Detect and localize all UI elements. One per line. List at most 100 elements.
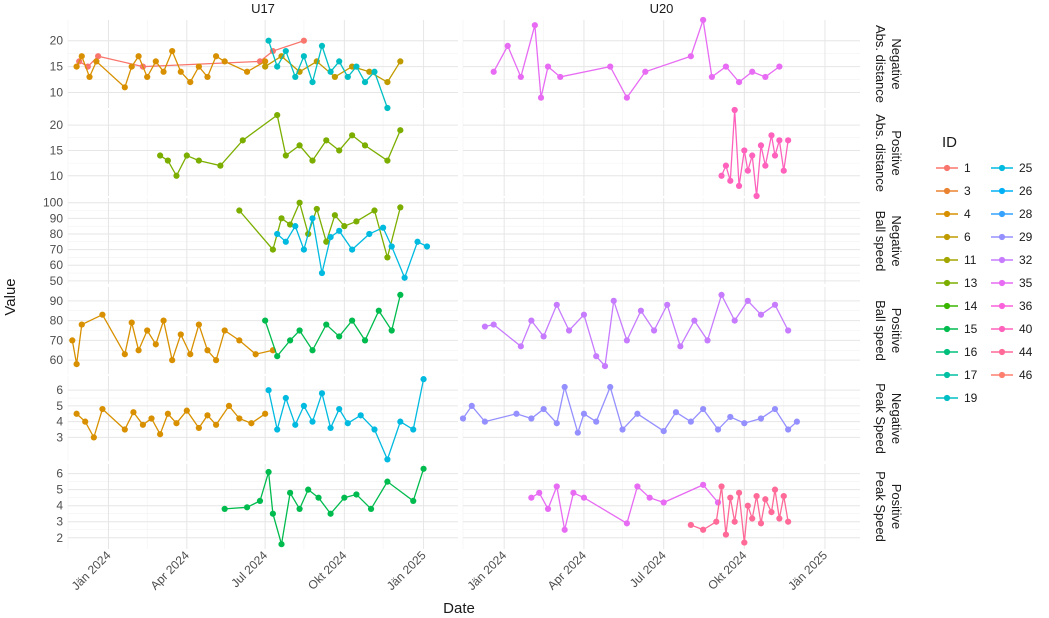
- data-point: [384, 157, 391, 164]
- series-line: [720, 109, 789, 197]
- data-point: [160, 317, 167, 324]
- legend-label: 4: [964, 207, 971, 221]
- data-point: [570, 489, 577, 496]
- data-point: [741, 147, 748, 154]
- data-point: [687, 521, 694, 529]
- data-point: [741, 539, 748, 546]
- data-point: [714, 499, 722, 506]
- data-point: [287, 221, 294, 228]
- legend-label: 16: [964, 345, 978, 359]
- data-point: [771, 301, 779, 308]
- legend-key-point: [998, 371, 1006, 379]
- data-point: [517, 73, 524, 81]
- legend-item-40: 40: [991, 322, 1033, 336]
- data-point: [256, 497, 264, 504]
- data-point: [164, 157, 171, 164]
- x-tick-label: Jän 2025: [785, 548, 830, 593]
- data-point: [221, 505, 228, 513]
- legend-item-28: 28: [991, 207, 1033, 221]
- y-tick-label: 20: [50, 118, 64, 132]
- data-point: [623, 520, 630, 527]
- data-point: [423, 243, 431, 250]
- data-point: [757, 311, 765, 318]
- data-point: [177, 331, 184, 338]
- x-tick-label: Jul 2024: [627, 548, 669, 590]
- y-tick-label: 70: [50, 243, 64, 257]
- data-point: [642, 68, 649, 75]
- data-point: [212, 53, 220, 60]
- series-4: [69, 311, 277, 368]
- series-35: [528, 481, 722, 533]
- data-point: [718, 291, 725, 299]
- data-point: [490, 68, 497, 75]
- y-tick-label: 80: [50, 314, 64, 328]
- data-point: [490, 321, 497, 328]
- data-point: [704, 337, 711, 344]
- data-point: [282, 394, 289, 402]
- panel-grid: [462, 20, 860, 108]
- panels-layer: [67, 16, 860, 549]
- data-point: [274, 230, 281, 238]
- data-point: [336, 333, 343, 340]
- legend-label: 40: [1019, 322, 1033, 336]
- data-point: [212, 421, 220, 428]
- legend-label: 19: [964, 391, 978, 405]
- series-line: [493, 19, 780, 99]
- legend-item-36: 36: [991, 299, 1033, 313]
- data-point: [744, 167, 751, 174]
- legend-key-point: [998, 348, 1006, 356]
- data-point: [553, 420, 560, 427]
- data-point: [536, 489, 543, 496]
- data-point: [262, 58, 269, 65]
- data-point: [341, 494, 348, 501]
- series-44: [687, 483, 792, 546]
- legend-label: 29: [1019, 230, 1033, 244]
- data-point: [236, 337, 243, 344]
- data-point: [82, 418, 89, 425]
- data-point: [375, 307, 382, 314]
- legend-item-32: 32: [991, 253, 1033, 267]
- y-tick-label: 4: [56, 499, 63, 513]
- legend-item-35: 35: [991, 276, 1033, 290]
- data-point: [144, 327, 151, 334]
- data-point: [722, 162, 730, 169]
- data-point: [481, 418, 489, 425]
- legend-key-point: [998, 279, 1006, 287]
- data-point: [713, 518, 720, 525]
- row-strip-direction: Negative: [889, 393, 904, 444]
- data-point: [580, 410, 588, 417]
- data-point: [353, 63, 360, 70]
- data-point: [553, 301, 560, 308]
- data-point: [557, 73, 564, 81]
- y-tick-label: 6: [56, 467, 63, 481]
- y-tick-label: 90: [50, 294, 64, 308]
- x-tick-label: Jän 2024: [69, 548, 114, 593]
- data-point: [397, 58, 404, 65]
- data-point: [771, 486, 779, 493]
- data-point: [130, 409, 137, 416]
- data-point: [762, 73, 769, 81]
- legend-title: ID: [942, 134, 957, 151]
- data-point: [646, 494, 653, 501]
- data-point: [287, 489, 294, 496]
- data-point: [69, 337, 76, 344]
- y-tick-label: 10: [50, 169, 64, 183]
- y-tick-label: 15: [50, 60, 64, 74]
- data-point: [785, 137, 792, 144]
- data-point: [468, 402, 475, 410]
- legend-key-point: [943, 394, 951, 402]
- data-point: [593, 353, 600, 360]
- y-tick-label: 15: [50, 143, 64, 157]
- legend-label: 1: [964, 161, 971, 175]
- panel-grid: [67, 376, 458, 461]
- data-point: [580, 494, 588, 501]
- data-point: [121, 351, 128, 358]
- data-point: [776, 515, 783, 522]
- legend-item-1: 1: [936, 161, 971, 175]
- data-point: [282, 238, 289, 245]
- data-point: [741, 420, 748, 427]
- legend-label: 13: [964, 276, 978, 290]
- data-point: [634, 410, 641, 417]
- data-point: [771, 405, 779, 413]
